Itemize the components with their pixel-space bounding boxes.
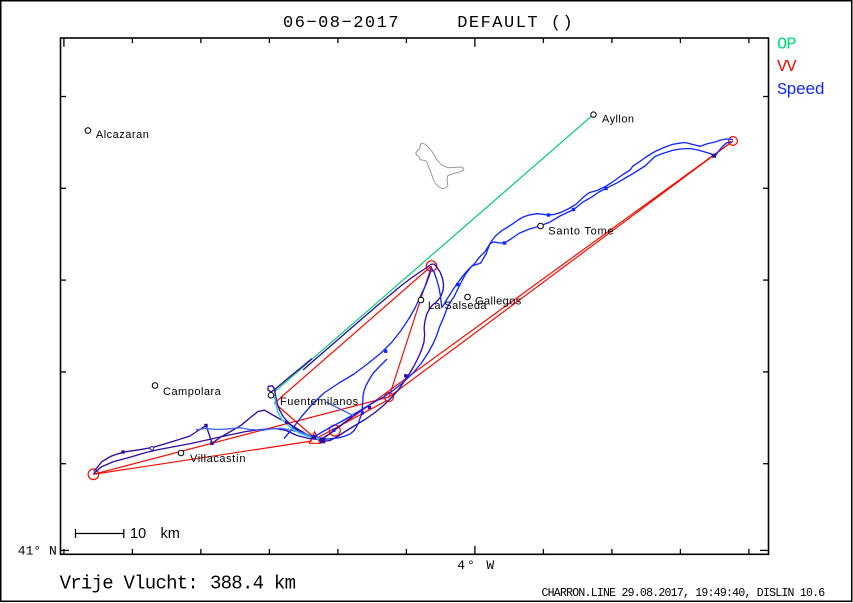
svg-text:Santo Tome: Santo Tome [548, 226, 614, 238]
svg-text:Gallegos: Gallegos [475, 296, 522, 308]
svg-text:CHARRON.LINE 29.08.2017, 19:49: CHARRON.LINE 29.08.2017, 19:49:40, DISLI… [542, 587, 826, 600]
svg-text:Campolara: Campolara [163, 386, 222, 398]
svg-text:Ayllon: Ayllon [602, 114, 634, 126]
svg-text:Alcazaran: Alcazaran [96, 129, 149, 141]
svg-text:Speed: Speed [777, 81, 824, 100]
svg-text:VV: VV [777, 58, 797, 77]
svg-text:41° N: 41° N [18, 543, 57, 558]
svg-text:4° W: 4° W [457, 558, 496, 573]
svg-text:Fuentemilanos: Fuentemilanos [280, 396, 359, 408]
svg-text:388.4 km: 388.4 km [210, 573, 296, 595]
svg-text:km: km [161, 526, 180, 542]
svg-text:DEFAULT (): DEFAULT () [457, 14, 574, 33]
svg-text:Vrije Vlucht:: Vrije Vlucht: [60, 573, 198, 595]
svg-text:Villacastín: Villacastín [190, 453, 246, 465]
svg-text:06−08−2017: 06−08−2017 [283, 14, 400, 33]
svg-text:OP: OP [777, 36, 796, 55]
svg-text:La Salseda: La Salseda [428, 300, 488, 312]
svg-text:10: 10 [130, 526, 146, 542]
